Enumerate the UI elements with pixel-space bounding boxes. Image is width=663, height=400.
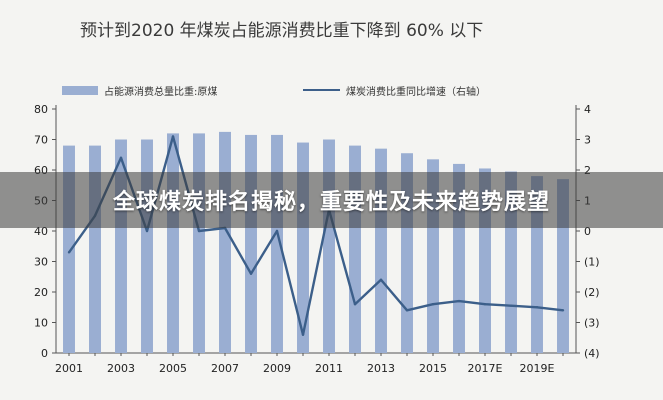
- bar: [219, 131, 231, 353]
- left-tick-label: 70: [34, 134, 48, 147]
- right-tick-label: 3: [584, 134, 591, 147]
- bar: [531, 176, 543, 353]
- bar: [427, 159, 439, 353]
- line-point: [119, 156, 123, 159]
- banner-text: 全球煤炭排名揭秘，重要性及未来趋势展望: [112, 190, 550, 215]
- bar: [505, 171, 517, 353]
- left-tick-label: 80: [34, 103, 48, 116]
- x-tick-label: 2017E: [468, 362, 503, 375]
- x-tick-label: 2005: [159, 362, 187, 375]
- bar: [479, 168, 491, 353]
- bar: [115, 139, 127, 353]
- bar: [323, 139, 335, 353]
- right-tick-label: (4): [584, 347, 600, 360]
- x-tick-label: 2003: [107, 362, 135, 375]
- legend-bar-label: 占能源消费总量比重:原煤: [104, 85, 217, 98]
- bar: [63, 145, 75, 353]
- legend: 占能源消费总量比重:原煤 煤炭消费比重同比增速（右轴）: [62, 85, 486, 98]
- bar: [349, 145, 361, 353]
- line-point: [509, 304, 513, 307]
- line-point: [171, 135, 175, 138]
- line-point: [483, 303, 487, 306]
- line-point: [275, 229, 279, 233]
- left-tick-label: 40: [34, 225, 48, 238]
- bar: [271, 134, 283, 353]
- bar: [297, 142, 309, 353]
- plot-area: 01020304050607080(4)(3)(2)(1)01234200120…: [34, 103, 600, 375]
- bar: [141, 139, 153, 353]
- bar: [193, 133, 205, 353]
- left-tick-label: 30: [34, 256, 48, 269]
- line-point: [405, 309, 409, 312]
- line-point: [67, 251, 71, 254]
- bar: [375, 148, 387, 353]
- x-tick-label: 2015: [419, 362, 447, 375]
- line-point: [301, 333, 305, 336]
- x-tick-label: 2009: [263, 362, 291, 375]
- bar: [557, 179, 569, 353]
- bar: [401, 153, 413, 353]
- left-tick-label: 0: [41, 347, 48, 360]
- x-tick-label: 2013: [367, 362, 395, 375]
- x-tick-label: 2011: [315, 362, 343, 375]
- line-point: [457, 299, 461, 303]
- legend-bar-swatch: [62, 86, 98, 95]
- line-point: [145, 229, 149, 233]
- line-point: [249, 272, 253, 275]
- bar: [245, 134, 257, 353]
- line-point: [535, 306, 539, 309]
- right-tick-label: 4: [584, 103, 591, 116]
- x-tick-label: 2001: [55, 362, 83, 375]
- right-tick-label: 0: [584, 225, 591, 238]
- line-point: [353, 303, 357, 306]
- bar: [89, 145, 101, 353]
- right-tick-label: (3): [584, 317, 600, 330]
- line-point: [561, 309, 565, 312]
- line-point: [379, 278, 383, 281]
- x-tick-label: 2007: [211, 362, 239, 375]
- legend-line-label: 煤炭消费比重同比增速（右轴）: [346, 85, 486, 98]
- overlay-banner: 全球煤炭排名揭秘，重要性及未来趋势展望: [0, 172, 663, 228]
- right-tick-label: 2: [584, 164, 591, 177]
- line-point: [197, 229, 201, 233]
- right-tick-label: (1): [584, 256, 600, 269]
- chart-title: 预计到2020 年煤炭占能源消费比重下降到 60% 以下: [80, 21, 483, 41]
- right-tick-label: (2): [584, 286, 600, 299]
- bar: [453, 163, 465, 353]
- x-tick-label: 2019E: [520, 362, 555, 375]
- bar: [167, 133, 179, 353]
- left-tick-label: 10: [34, 317, 48, 330]
- line-point: [431, 303, 435, 306]
- left-tick-label: 20: [34, 286, 48, 299]
